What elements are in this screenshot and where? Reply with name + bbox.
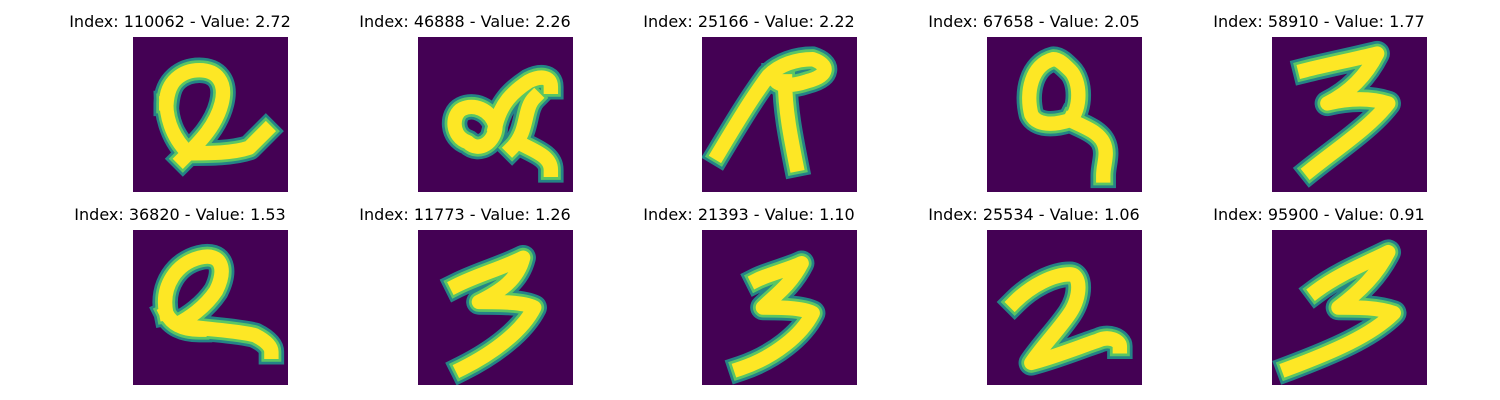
image-title: Index: 46888 - Value: 2.26 [359, 12, 571, 31]
image-cell: Index: 36820 - Value: 1.53 [30, 193, 330, 393]
image-title: Index: 21393 - Value: 1.10 [643, 205, 855, 224]
image-title: Index: 25166 - Value: 2.22 [643, 12, 855, 31]
handwritten-digit-scribble-icon [418, 37, 573, 192]
image-title: Index: 110062 - Value: 2.72 [69, 12, 291, 31]
image-title: Index: 58910 - Value: 1.77 [1213, 12, 1425, 31]
handwritten-digit-3-icon [418, 230, 573, 385]
image-title: Index: 67658 - Value: 2.05 [928, 12, 1140, 31]
image-cell: Index: 110062 - Value: 2.72 [30, 0, 330, 200]
handwritten-digit-7-icon [702, 37, 857, 192]
image-cell: Index: 67658 - Value: 2.05 [884, 0, 1184, 200]
handwritten-digit-2-icon [133, 37, 288, 192]
image-cell: Index: 46888 - Value: 2.26 [315, 0, 615, 200]
image-cell: Index: 21393 - Value: 1.10 [599, 193, 899, 393]
image-cell: Index: 95900 - Value: 0.91 [1169, 193, 1469, 393]
image-title: Index: 95900 - Value: 0.91 [1213, 205, 1425, 224]
image-title: Index: 25534 - Value: 1.06 [928, 205, 1140, 224]
image-cell: Index: 25166 - Value: 2.22 [599, 0, 899, 200]
handwritten-digit-2-icon [987, 230, 1142, 385]
handwritten-digit-2-icon [133, 230, 288, 385]
handwritten-digit-9-icon [987, 37, 1142, 192]
image-cell: Index: 58910 - Value: 1.77 [1169, 0, 1469, 200]
handwritten-digit-3-icon [702, 230, 857, 385]
image-title: Index: 11773 - Value: 1.26 [359, 205, 571, 224]
image-title: Index: 36820 - Value: 1.53 [74, 205, 286, 224]
handwritten-digit-3-icon [1272, 37, 1427, 192]
handwritten-digit-3-icon [1272, 230, 1427, 385]
image-cell: Index: 25534 - Value: 1.06 [884, 193, 1184, 393]
image-cell: Index: 11773 - Value: 1.26 [315, 193, 615, 393]
